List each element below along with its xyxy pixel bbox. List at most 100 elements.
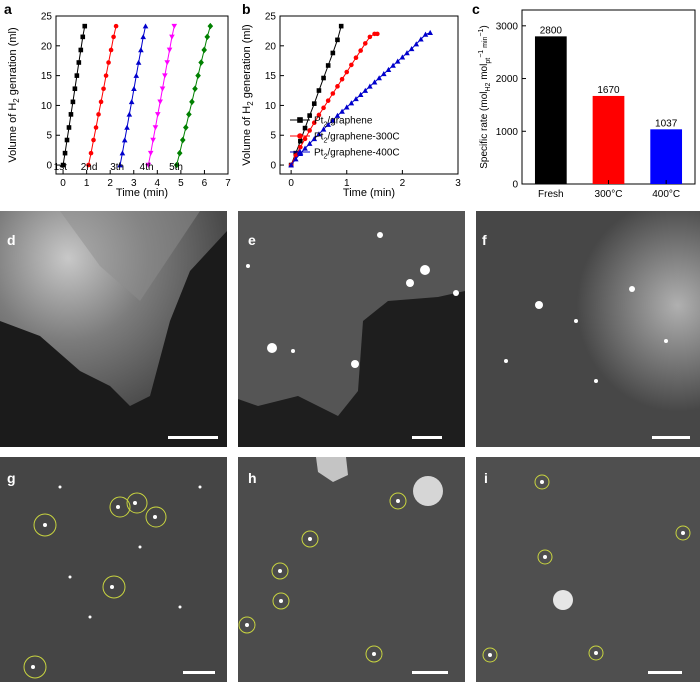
plot-b-point-3: [362, 87, 369, 93]
plot-a-xtick-label: 0: [60, 178, 66, 189]
plot-b-point-3: [343, 104, 350, 110]
plot-a-point-4: [152, 125, 159, 131]
plot-b-xtick-label: 0: [288, 178, 294, 189]
plot-a-point-1: [82, 23, 88, 29]
plot-b-point-2: [330, 91, 336, 96]
plot-a-run-label-5: 5th: [169, 162, 183, 173]
micrograph-i: i: [476, 457, 700, 682]
plot-a-series-line-5: [176, 25, 211, 166]
plot-b-point-3: [311, 136, 318, 142]
plot-a-xtick-label: 1: [84, 178, 90, 189]
plot-a-point-5: [195, 72, 201, 79]
micrograph-d-image: [0, 211, 227, 447]
plot-a-series-line-4: [147, 26, 175, 166]
plot-a-point-5: [201, 46, 208, 54]
micrograph-g: g: [0, 457, 227, 682]
plot-a-point-4: [150, 137, 156, 143]
plot-b-ytick-label: 25: [265, 12, 277, 23]
plot-a-point-2: [106, 60, 111, 65]
plot-b-point-2: [353, 55, 359, 61]
plot-b-point-3: [408, 45, 415, 52]
plot-a-point-3: [124, 124, 130, 130]
plot-b-point-3: [292, 156, 299, 162]
plot-a-point-4: [159, 86, 166, 92]
plot-a-point-4: [154, 112, 161, 118]
plot-c-ytick-label: 0: [512, 180, 518, 191]
plot-b-ytick-label: 15: [265, 71, 277, 82]
scale-bar-e: [412, 436, 442, 439]
plot-b-point-2: [321, 105, 326, 111]
plot-a-point-2: [113, 23, 119, 29]
plot-a-point-2: [108, 47, 114, 53]
plot-c-category-label-1: Fresh: [538, 189, 564, 200]
plot-b-ytick-label: 20: [265, 41, 277, 52]
plot-b-point-3: [413, 41, 420, 47]
plot-b-point-1: [298, 138, 303, 144]
scale-bar-g: [183, 671, 215, 674]
plot-c-value-label-2: 1670: [597, 85, 620, 96]
plot-c-category-label-2: 300°C: [595, 189, 623, 200]
plot-c-ytick-label: 2000: [496, 74, 519, 85]
plot-a-point-2: [101, 86, 106, 92]
plot-b-legend-marker-2: [297, 133, 303, 139]
plot-a-point-3: [131, 85, 137, 92]
plot-b-point-3: [302, 145, 308, 151]
plot-a-point-5: [179, 136, 186, 144]
plot-b-point-3: [320, 126, 327, 132]
plot-b-point-3: [380, 71, 387, 77]
plot-a-xtick-label: 5: [178, 178, 184, 189]
plot-b-legend-label-1: Pt2/graphene: [314, 116, 373, 129]
plot-a-point-4: [157, 99, 163, 105]
plot-a-point-3: [135, 59, 142, 65]
plot-a-point-5: [192, 85, 198, 93]
plot-b-xtick-label: 3: [455, 178, 461, 189]
plot-a-point-1: [74, 73, 80, 78]
plot-b-point-3: [325, 121, 331, 127]
plot-c-ylabel: Specific rate (molH2 molpt−1 min−1): [478, 25, 492, 169]
plot-b-point-3: [371, 79, 378, 85]
plot-b-point-2: [311, 120, 317, 126]
plot-b-ytick-label: 10: [265, 101, 277, 112]
plot-b-point-2: [349, 62, 354, 68]
plot-b-point-3: [394, 58, 401, 64]
plot-b-point-3: [288, 162, 294, 168]
plot-a-point-4: [145, 162, 152, 168]
plot-a-xtick-label: 7: [225, 178, 231, 189]
micrograph-h: h: [238, 457, 465, 682]
plot-a-xtick-label: 3: [131, 178, 137, 189]
plot-b: 0 1 2 3 0 5 10 15 20 25 Pt2/graphene Pt2/graphene-…: [241, 12, 461, 200]
plot-a-point-4: [147, 150, 154, 156]
plot-a-series-line-2: [88, 26, 117, 166]
plot-a-point-5: [189, 98, 195, 106]
plot-b-point-2: [335, 84, 340, 89]
scale-bar-h: [412, 671, 448, 674]
plot-a-point-5: [207, 22, 214, 30]
plot-a-ytick-label: 0: [46, 161, 52, 172]
plot-a-point-4: [171, 23, 178, 29]
plot-a-xtick-label: 6: [202, 178, 208, 189]
plot-a-point-1: [80, 34, 86, 40]
plot-a-ytick-label: 15: [41, 71, 53, 82]
plot-b-point-3: [422, 31, 429, 37]
plot-a-point-5: [173, 161, 180, 169]
plot-b-point-3: [376, 75, 382, 81]
plot-a-xlabel: Time (min): [116, 187, 168, 199]
panel-label-e: e: [248, 232, 256, 248]
plot-a-point-5: [198, 59, 204, 66]
plot-a-point-5: [204, 33, 211, 41]
plot-a-point-5: [176, 149, 183, 157]
plot-b-legend-label-3: Pt2/graphene-400C: [314, 148, 400, 161]
plot-b-xtick-label: 2: [400, 178, 406, 189]
plot-a-point-2: [103, 73, 109, 78]
plot-b-point-2: [339, 76, 345, 82]
plot-a-ytick-label: 25: [41, 12, 53, 23]
plot-b-point-2: [367, 34, 373, 40]
plot-a-point-3: [126, 111, 133, 117]
panel-label-g: g: [7, 470, 16, 486]
plot-c: 0 1000 2000 3000 2800 Fresh 1670 300°C 1037 400°…: [478, 9, 696, 200]
plot-c-bar-2: [592, 95, 625, 184]
plot-b-point-1: [307, 113, 312, 118]
plot-b-point-3: [334, 112, 341, 118]
plot-a-point-5: [186, 111, 192, 118]
